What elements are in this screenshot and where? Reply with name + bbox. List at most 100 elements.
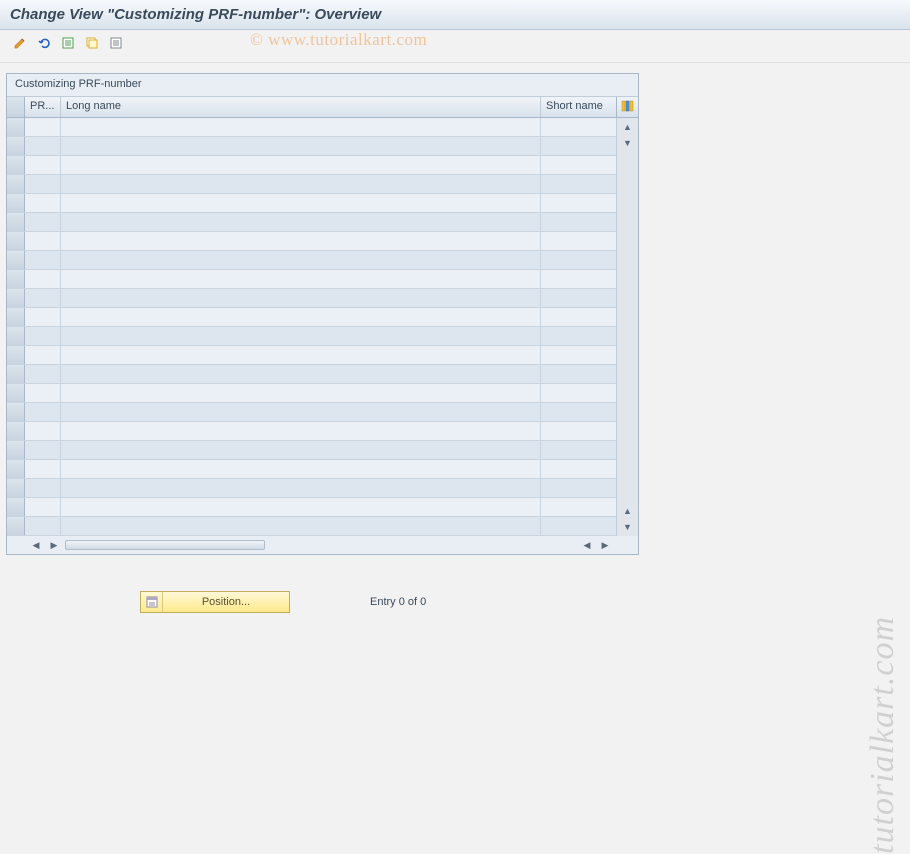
column-header-pr[interactable]: PR... [25,97,61,117]
cell-long-name[interactable] [61,346,541,364]
cell-long-name[interactable] [61,270,541,288]
cell-pr[interactable] [25,156,61,174]
copy-button[interactable] [82,34,102,54]
cell-long-name[interactable] [61,194,541,212]
vertical-scrollbar[interactable]: ▲ ▼ ▲ ▼ [616,118,638,536]
position-button[interactable]: Position... [140,591,290,613]
change-button[interactable] [10,34,30,54]
cell-long-name[interactable] [61,498,541,516]
column-header-short-name[interactable]: Short name [541,97,616,117]
row-selector[interactable] [7,479,25,497]
row-selector[interactable] [7,441,25,459]
cell-short-name[interactable] [541,213,616,231]
cell-long-name[interactable] [61,308,541,326]
row-selector[interactable] [7,422,25,440]
cell-long-name[interactable] [61,479,541,497]
row-selector[interactable] [7,156,25,174]
scroll-right-button[interactable]: ▶ [47,538,61,552]
row-selector[interactable] [7,213,25,231]
row-selector[interactable] [7,346,25,364]
cell-long-name[interactable] [61,251,541,269]
scroll-down-button[interactable]: ▼ [620,136,636,150]
row-selector[interactable] [7,327,25,345]
undo-button[interactable] [34,34,54,54]
cell-long-name[interactable] [61,137,541,155]
cell-pr[interactable] [25,270,61,288]
row-selector[interactable] [7,194,25,212]
cell-pr[interactable] [25,517,61,535]
cell-pr[interactable] [25,479,61,497]
hscroll-thumb[interactable] [65,540,265,550]
row-selector[interactable] [7,118,25,136]
cell-pr[interactable] [25,118,61,136]
cell-long-name[interactable] [61,156,541,174]
cell-short-name[interactable] [541,289,616,307]
row-selector[interactable] [7,403,25,421]
scroll-left-button[interactable]: ◀ [29,538,43,552]
row-selector[interactable] [7,289,25,307]
row-selector[interactable] [7,365,25,383]
row-selector[interactable] [7,270,25,288]
cell-long-name[interactable] [61,232,541,250]
cell-short-name[interactable] [541,327,616,345]
select-all-handle[interactable] [7,97,25,117]
row-selector[interactable] [7,175,25,193]
cell-long-name[interactable] [61,327,541,345]
cell-short-name[interactable] [541,194,616,212]
cell-long-name[interactable] [61,460,541,478]
cell-short-name[interactable] [541,175,616,193]
row-selector[interactable] [7,232,25,250]
column-header-long-name[interactable]: Long name [61,97,541,117]
cell-pr[interactable] [25,213,61,231]
row-selector[interactable] [7,460,25,478]
cell-pr[interactable] [25,175,61,193]
row-selector[interactable] [7,251,25,269]
cell-pr[interactable] [25,327,61,345]
cell-pr[interactable] [25,384,61,402]
cell-pr[interactable] [25,403,61,421]
cell-pr[interactable] [25,422,61,440]
row-selector[interactable] [7,498,25,516]
horizontal-scrollbar[interactable]: ◀ ▶ ◀ ▶ [7,536,638,554]
new-entries-button[interactable] [58,34,78,54]
cell-pr[interactable] [25,232,61,250]
scroll-right-end-button[interactable]: ▶ [598,538,612,552]
cell-short-name[interactable] [541,422,616,440]
cell-short-name[interactable] [541,346,616,364]
cell-short-name[interactable] [541,118,616,136]
cell-short-name[interactable] [541,441,616,459]
cell-pr[interactable] [25,460,61,478]
cell-long-name[interactable] [61,403,541,421]
cell-long-name[interactable] [61,517,541,535]
cell-short-name[interactable] [541,403,616,421]
cell-long-name[interactable] [61,441,541,459]
cell-short-name[interactable] [541,365,616,383]
scroll-up-bottom-button[interactable]: ▲ [620,504,636,518]
row-selector[interactable] [7,137,25,155]
cell-pr[interactable] [25,441,61,459]
cell-pr[interactable] [25,498,61,516]
cell-pr[interactable] [25,137,61,155]
cell-pr[interactable] [25,308,61,326]
cell-pr[interactable] [25,194,61,212]
cell-long-name[interactable] [61,422,541,440]
cell-short-name[interactable] [541,517,616,535]
cell-short-name[interactable] [541,137,616,155]
row-selector[interactable] [7,308,25,326]
cell-long-name[interactable] [61,213,541,231]
delete-button[interactable] [106,34,126,54]
cell-short-name[interactable] [541,384,616,402]
cell-short-name[interactable] [541,308,616,326]
cell-long-name[interactable] [61,175,541,193]
cell-pr[interactable] [25,289,61,307]
cell-long-name[interactable] [61,384,541,402]
scroll-up-button[interactable]: ▲ [620,120,636,134]
cell-long-name[interactable] [61,365,541,383]
cell-short-name[interactable] [541,270,616,288]
cell-short-name[interactable] [541,232,616,250]
cell-short-name[interactable] [541,460,616,478]
cell-pr[interactable] [25,346,61,364]
cell-long-name[interactable] [61,289,541,307]
scroll-left-end-button[interactable]: ◀ [580,538,594,552]
cell-long-name[interactable] [61,118,541,136]
